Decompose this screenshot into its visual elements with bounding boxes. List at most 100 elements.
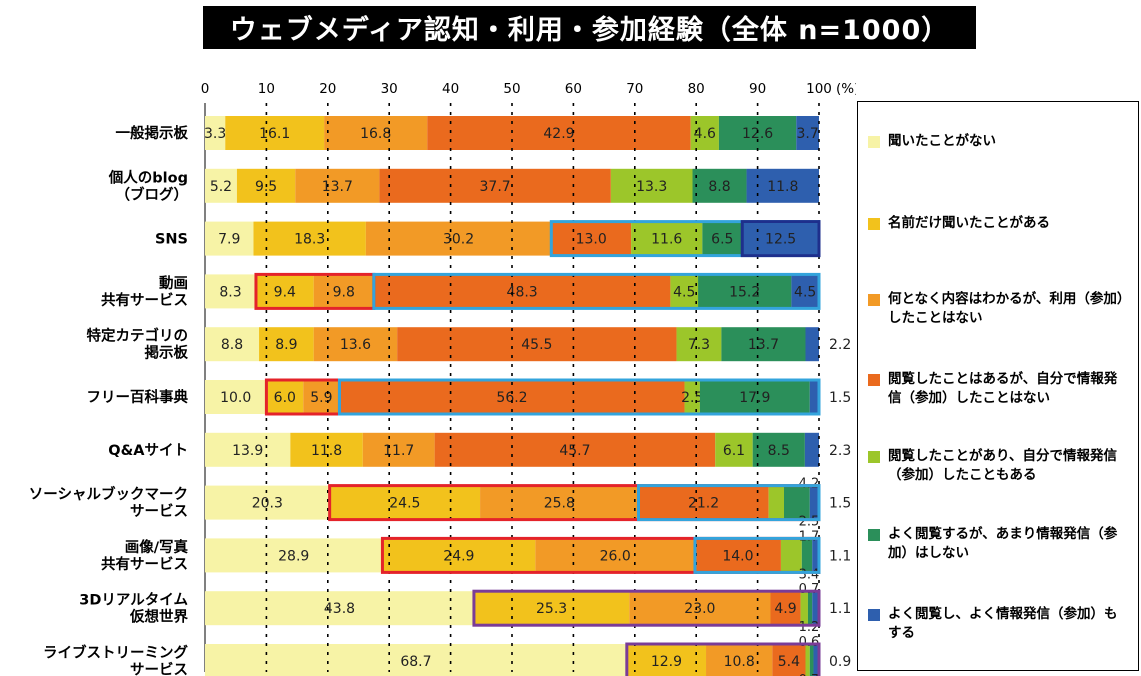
bar-segment bbox=[698, 274, 792, 309]
category-label: 共有サービス bbox=[101, 291, 188, 309]
bar-segment bbox=[812, 591, 819, 626]
bar-segment bbox=[805, 644, 810, 676]
category-label: ソーシャルブックマーク bbox=[29, 485, 188, 503]
category-label: 3Dリアルタイム bbox=[79, 592, 188, 609]
bar-segment bbox=[253, 221, 366, 256]
bar-segment bbox=[324, 116, 428, 150]
bar-segment bbox=[313, 274, 374, 309]
data-label: 8.8 bbox=[708, 179, 730, 195]
data-label: 68.7 bbox=[400, 654, 431, 670]
data-label: 28.9 bbox=[278, 548, 309, 564]
bar-segment bbox=[365, 221, 552, 256]
bar-segment bbox=[752, 432, 805, 467]
data-label: 15.2 bbox=[729, 284, 760, 300]
highlight-frame bbox=[693, 536, 821, 574]
legend-item: 何となく内容はわかるが、利用（参加）したことはない bbox=[868, 290, 1128, 328]
category-label: SNS bbox=[155, 232, 188, 248]
category-label: 掲示板 bbox=[145, 344, 189, 362]
legend-item: 閲覧したことがあり、自分で情報発信（参加）したこともある bbox=[868, 447, 1128, 485]
small-data-label: 1.2 bbox=[799, 620, 820, 635]
data-label: 6.5 bbox=[711, 232, 733, 248]
bar-segment bbox=[290, 432, 363, 467]
bar-segment bbox=[809, 380, 819, 414]
bar-segment bbox=[473, 591, 630, 626]
x-tick-label: 50 bbox=[503, 81, 520, 97]
data-label: 2.5 bbox=[681, 390, 703, 406]
bar-segment bbox=[373, 274, 671, 309]
data-label: 16.1 bbox=[259, 126, 290, 142]
bar-segment bbox=[721, 327, 806, 362]
data-label: 3.3 bbox=[204, 126, 226, 142]
bar-segment bbox=[205, 591, 474, 626]
bar-segment bbox=[742, 221, 819, 256]
bar-segment bbox=[702, 221, 743, 256]
bar-segment bbox=[746, 168, 819, 203]
highlight-frame bbox=[740, 220, 821, 258]
data-label: 42.9 bbox=[543, 126, 574, 142]
data-label: 10.8 bbox=[724, 654, 755, 670]
x-tick-label: 20 bbox=[319, 81, 336, 97]
data-label: 25.3 bbox=[536, 601, 567, 617]
outside-data-label: 1.5 bbox=[829, 390, 851, 406]
stacked-bar-chart: 0 10 20 30 40 50 60 70 80 90 100(%) 3.3 16.1 16.8 42.9… bbox=[29, 81, 856, 676]
legend-item: 閲覧したことはあるが、自分で情報発信（参加）したことはない bbox=[868, 370, 1128, 408]
highlight-frame bbox=[472, 589, 821, 627]
data-label: 11.7 bbox=[383, 443, 414, 459]
category-label: サービス bbox=[130, 503, 188, 520]
bar-segment bbox=[303, 380, 340, 414]
data-label: 37.7 bbox=[480, 179, 511, 195]
data-label: 18.3 bbox=[294, 232, 325, 248]
bar-segment bbox=[800, 591, 808, 626]
data-label: 4.9 bbox=[774, 601, 796, 617]
category-label: 個人のblog bbox=[108, 168, 188, 186]
legend-label: 閲覧したことがあり、自分で情報発信（参加）したこともある bbox=[888, 448, 1117, 483]
category-label: 動画 bbox=[159, 275, 188, 292]
bar-segment bbox=[329, 485, 481, 520]
data-label: 9.4 bbox=[274, 284, 296, 300]
bar-segment bbox=[812, 538, 819, 573]
data-label: 17.9 bbox=[739, 390, 770, 406]
data-label: 20.3 bbox=[252, 496, 283, 512]
data-label: 45.7 bbox=[559, 443, 590, 459]
bar-segment bbox=[813, 644, 819, 676]
data-label: 11.8 bbox=[767, 179, 798, 195]
bar-segment bbox=[804, 432, 819, 467]
data-label: 43.8 bbox=[324, 601, 355, 617]
category-label: 画像/写真 bbox=[125, 538, 189, 556]
bar-segment bbox=[715, 432, 753, 467]
bar-segment bbox=[205, 327, 260, 362]
bar-segment bbox=[205, 168, 237, 203]
bar-segment bbox=[670, 274, 699, 309]
bar-segment bbox=[362, 432, 435, 467]
category-label: Q&Aサイト bbox=[108, 442, 188, 459]
legend-item: 聞いたことがない bbox=[868, 132, 1128, 151]
bar-segment bbox=[699, 380, 810, 414]
legend-swatch bbox=[868, 374, 880, 386]
data-label: 5.4 bbox=[778, 654, 800, 670]
data-label: 7.9 bbox=[218, 232, 240, 248]
bar-segment bbox=[225, 116, 325, 150]
outside-data-label: 1.1 bbox=[829, 601, 851, 617]
legend-item: 名前だけ聞いたことがある bbox=[868, 214, 1128, 233]
bar-segment bbox=[791, 274, 819, 309]
data-label: 13.3 bbox=[636, 179, 667, 195]
bar-segment bbox=[805, 327, 819, 362]
data-label: 12.6 bbox=[742, 126, 773, 142]
bar-segment bbox=[535, 538, 695, 573]
highlight-frame bbox=[337, 378, 821, 416]
category-label: サービス bbox=[130, 662, 188, 676]
data-label: 5.9 bbox=[310, 390, 332, 406]
bar-segment bbox=[801, 538, 813, 573]
highlight-frame bbox=[625, 642, 821, 676]
category-label: ライブストリーミング bbox=[43, 644, 188, 662]
data-label: 8.3 bbox=[219, 284, 241, 300]
bar-segment bbox=[205, 538, 383, 573]
bar-segment bbox=[205, 274, 256, 309]
data-label: 6.0 bbox=[274, 390, 296, 406]
bar-segment bbox=[205, 644, 627, 676]
data-label: 24.5 bbox=[389, 496, 420, 512]
legend: 聞いたことがない名前だけ聞いたことがある何となく内容はわかるが、利用（参加）した… bbox=[857, 101, 1139, 671]
data-label: 13.7 bbox=[748, 337, 779, 353]
bar-segment bbox=[205, 485, 330, 520]
legend-label: 聞いたことがない bbox=[888, 133, 996, 149]
